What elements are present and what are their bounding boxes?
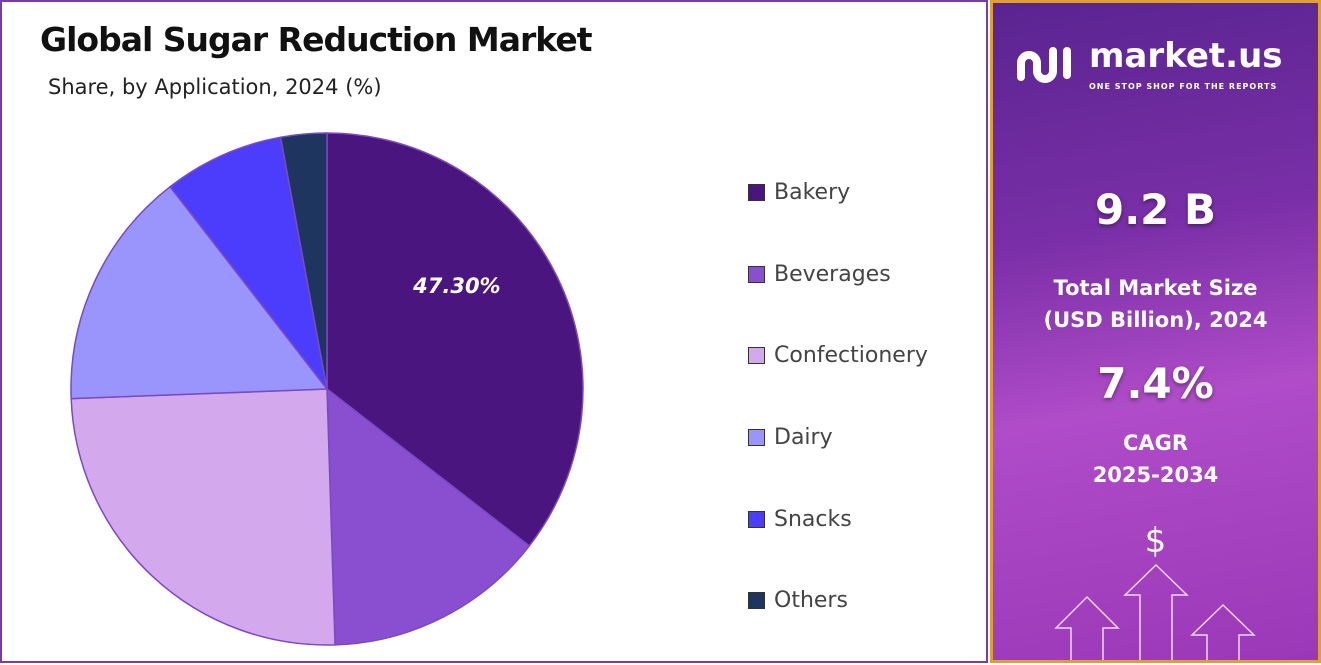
legend-item-confectionery: Confectionery bbox=[748, 315, 928, 397]
summary-panel: market.us ONE STOP SHOP FOR THE REPORTS … bbox=[990, 0, 1321, 663]
market-size-value: 9.2 B bbox=[1094, 185, 1217, 234]
legend-item-dairy: Dairy bbox=[748, 397, 928, 479]
legend-item-bakery: Bakery bbox=[748, 152, 928, 234]
cagr-value: 7.4% bbox=[1097, 359, 1214, 408]
cagr-label-2: 2025-2034 bbox=[1092, 463, 1219, 487]
legend-swatch bbox=[748, 592, 765, 610]
legend-item-snacks: Snacks bbox=[748, 478, 928, 560]
pie-slice-others bbox=[279, 132, 328, 390]
legend-label: Bakery bbox=[774, 180, 851, 206]
legend-item-beverages: Beverages bbox=[748, 234, 928, 316]
pie-slice-snacks bbox=[169, 136, 328, 390]
legend-label: Dairy bbox=[774, 425, 833, 451]
pie-slice-dairy bbox=[70, 185, 329, 400]
legend-swatch bbox=[748, 265, 765, 283]
chart-area: Global Sugar Reduction Market Share, by … bbox=[0, 0, 988, 663]
cagr-label-1: CAGR bbox=[1122, 431, 1189, 455]
brand-tagline: ONE STOP SHOP FOR THE REPORTS bbox=[1089, 82, 1278, 91]
legend-label: Confectionery bbox=[774, 343, 928, 369]
pie-slice-confectionery bbox=[70, 388, 336, 646]
legend-swatch bbox=[748, 184, 765, 202]
data-label-bakery: 47.30% bbox=[412, 274, 500, 298]
legend-swatch bbox=[748, 347, 765, 365]
pie-chart: 47.30% bbox=[70, 132, 584, 646]
legend-item-others: Others bbox=[748, 560, 928, 642]
legend-label: Snacks bbox=[774, 506, 852, 532]
market-size-label-1: Total Market Size bbox=[1053, 276, 1258, 300]
legend-swatch bbox=[748, 510, 765, 528]
pie-slice-bakery bbox=[326, 132, 584, 547]
pie-slice-beverages bbox=[326, 387, 531, 646]
chart-title: Global Sugar Reduction Market bbox=[40, 20, 592, 59]
market-size-label-2: (USD Billion), 2024 bbox=[1043, 308, 1268, 332]
dollar-icon: $ bbox=[1144, 521, 1167, 561]
legend: Bakery Beverages Confectionery Dairy Snacks O… bbox=[748, 152, 928, 642]
legend-swatch bbox=[748, 429, 765, 447]
growth-arrows-icon bbox=[1054, 563, 1256, 660]
brand-name: market.us bbox=[1089, 36, 1283, 76]
legend-label: Beverages bbox=[774, 261, 891, 287]
legend-label: Others bbox=[774, 588, 848, 614]
logo-mark-icon bbox=[1017, 46, 1071, 83]
chart-subtitle: Share, by Application, 2024 (%) bbox=[48, 75, 382, 99]
market-us-logo: market.us ONE STOP SHOP FOR THE REPORTS bbox=[1015, 35, 1283, 92]
